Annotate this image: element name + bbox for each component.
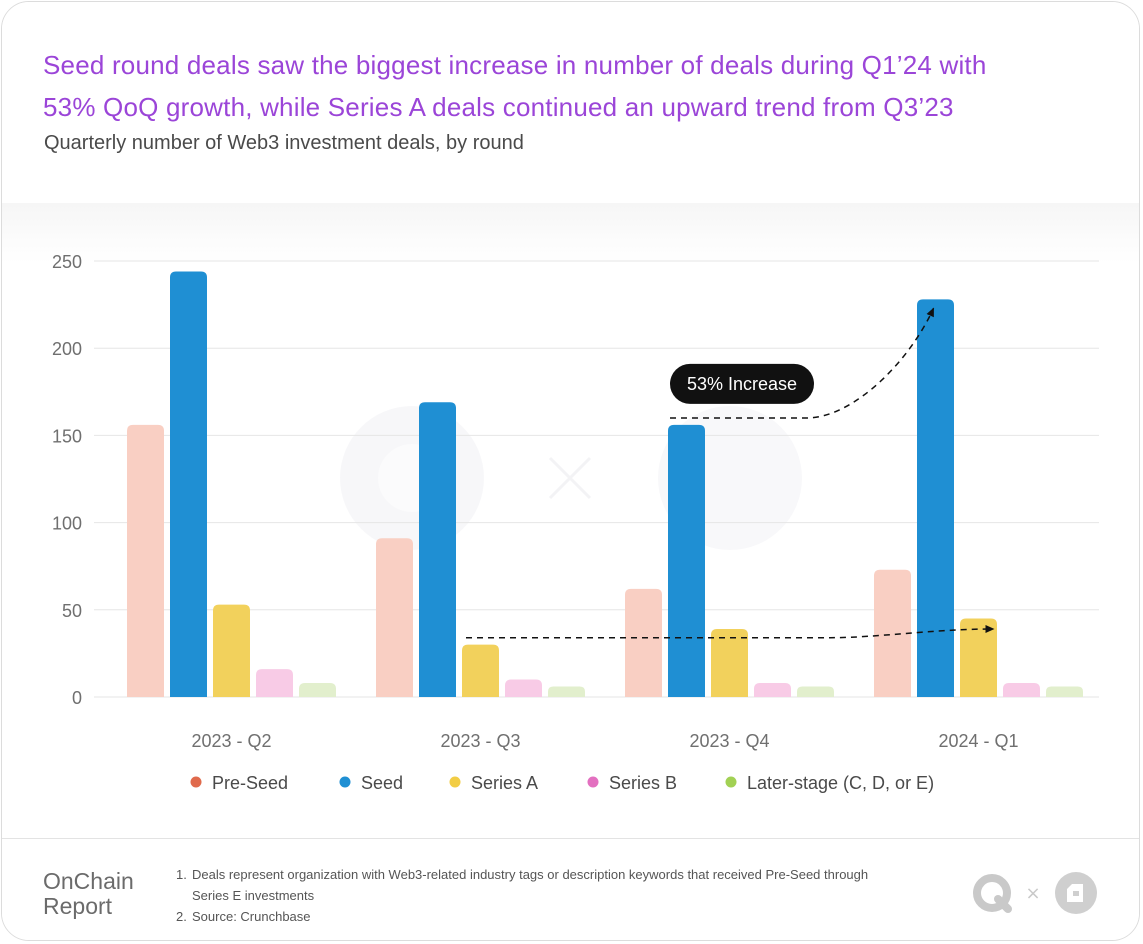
bar-later-stage-c-d-or-e	[797, 686, 834, 697]
legend-item: Series B	[587, 773, 677, 793]
bar-later-stage-c-d-or-e	[548, 686, 585, 697]
bar-pre-seed	[874, 569, 911, 697]
y-tick-label: 150	[52, 426, 82, 446]
footnote-text: Source: Crunchbase	[192, 909, 311, 924]
footer: OnChain Report 1. Deals represent organi…	[2, 838, 1139, 940]
bar-series-b	[1003, 683, 1040, 697]
legend-swatch	[190, 776, 202, 788]
annotation-arrow	[670, 307, 935, 419]
bar-seed	[668, 424, 705, 697]
bar-pre-seed	[376, 538, 413, 697]
watermark	[340, 406, 802, 550]
bar-seed	[917, 299, 954, 697]
footnotes: 1. Deals represent organization with Web…	[176, 864, 966, 927]
legend-swatch	[587, 776, 599, 788]
bar-seed	[170, 271, 207, 697]
title-line-1: Seed round deals saw the biggest increas…	[43, 50, 987, 80]
q-logo-icon	[973, 874, 1012, 913]
bar-series-b	[505, 679, 542, 697]
bar-series-a	[960, 618, 997, 697]
legend-swatch	[725, 776, 737, 788]
legend-label: Pre-Seed	[212, 773, 288, 793]
legend-label: Series B	[609, 773, 677, 793]
x-tick-label: 2023 - Q2	[191, 731, 271, 751]
footnote-text: Series E investments	[192, 888, 315, 903]
logo-separator: ×	[1025, 883, 1040, 904]
chart-title: Seed round deals saw the biggest increas…	[43, 44, 1103, 128]
footnote-number: 2.	[176, 909, 187, 924]
bar-series-a	[462, 644, 499, 697]
footnote-text: Deals represent organization with Web3-r…	[192, 867, 869, 882]
footnote-2: 2. Source: Crunchbase	[176, 906, 966, 927]
chart-subtitle: Quarterly number of Web3 investment deal…	[44, 132, 524, 154]
legend-swatch	[339, 776, 351, 788]
y-tick-label: 0	[72, 688, 82, 708]
brand-line-1: OnChain	[43, 868, 134, 894]
header: Seed round deals saw the biggest increas…	[2, 2, 1139, 204]
y-tick-label: 200	[52, 339, 82, 359]
footnote-number: 1.	[176, 867, 187, 882]
x-tick-label: 2024 - Q1	[938, 731, 1018, 751]
title-line-2: 53% QoQ growth, while Series A deals con…	[43, 92, 954, 122]
bar-series-b	[256, 669, 293, 697]
bar-later-stage-c-d-or-e	[299, 683, 336, 697]
footnote-1: 1. Deals represent organization with Web…	[176, 864, 966, 906]
legend-label: Series A	[471, 773, 538, 793]
bar-pre-seed	[127, 424, 164, 697]
bar-series-b	[754, 683, 791, 697]
legend-swatch	[449, 776, 461, 788]
annotation-badge	[670, 363, 814, 404]
bar-seed	[419, 402, 456, 697]
legend: Pre-Seed Seed Series A Series B Later-stage …	[190, 773, 934, 793]
bar-series-a	[711, 628, 748, 697]
bar-later-stage-c-d-or-e	[1046, 686, 1083, 697]
legend-label: Seed	[361, 773, 403, 793]
annotation-label: 53% Increase	[687, 374, 797, 394]
legend-item: Series A	[449, 773, 538, 793]
chart-area: 53% Increase 0 50 100 150 200 250 2023 - Q2 202…	[2, 203, 1139, 839]
y-tick-label: 250	[52, 252, 82, 272]
bar-pre-seed	[625, 588, 662, 697]
legend-item: Later-stage (C, D, or E)	[725, 773, 934, 793]
legend-item: Pre-Seed	[190, 773, 288, 793]
block-logo-icon	[1055, 872, 1097, 914]
brand-name: OnChain Report	[43, 869, 134, 919]
partner-logos: ×	[973, 872, 1097, 914]
annotations: 53% Increase	[466, 307, 995, 639]
bar-chart: 53% Increase 0 50 100 150 200 250 2023 - Q2 202…	[52, 252, 1099, 793]
legend-item: Seed	[339, 773, 403, 793]
brand-line-2: Report	[43, 893, 113, 919]
x-tick-label: 2023 - Q4	[689, 731, 769, 751]
axis-labels: 0 50 100 150 200 250 2023 - Q2 2023 - Q3 2023 - …	[52, 252, 1019, 751]
x-watermark-icon	[548, 456, 592, 500]
y-tick-label: 100	[52, 514, 82, 534]
y-tick-label: 50	[62, 601, 82, 621]
bar-series-a	[213, 604, 250, 697]
bars	[127, 271, 1083, 697]
x-tick-label: 2023 - Q3	[440, 731, 520, 751]
legend-label: Later-stage (C, D, or E)	[747, 773, 934, 793]
